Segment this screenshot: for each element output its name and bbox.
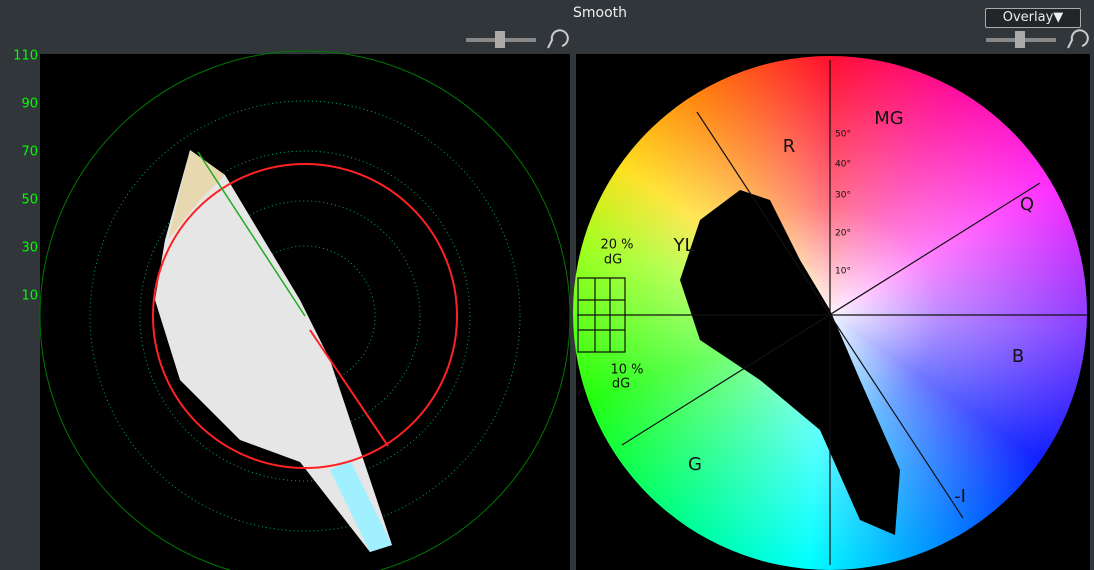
scope-blob xyxy=(155,150,392,552)
target-label: R xyxy=(783,136,796,157)
scale-label: 110 xyxy=(13,49,38,64)
slider-handle[interactable] xyxy=(495,31,505,48)
skin-label: 20 % xyxy=(600,238,633,253)
skin-line xyxy=(197,151,306,317)
degree-label: 20° xyxy=(835,229,851,239)
scale-label: 50 xyxy=(21,193,38,208)
reset-button[interactable] xyxy=(1067,29,1089,49)
scale-label: 30 xyxy=(21,241,38,256)
target-label: YL xyxy=(672,235,694,256)
degree-label: 40° xyxy=(835,160,851,170)
scale-label: 90 xyxy=(21,97,38,112)
q-axis xyxy=(621,182,1041,446)
ring xyxy=(234,245,376,387)
scope-blob-right xyxy=(680,190,900,535)
right-graticule xyxy=(577,60,1088,565)
scale-label: 10 xyxy=(21,289,38,304)
degree-label: 50° xyxy=(835,130,851,140)
reset-button[interactable] xyxy=(547,29,569,49)
degree-label: 30° xyxy=(835,191,851,201)
controls xyxy=(466,29,1089,49)
skin-label: dG xyxy=(604,253,622,268)
outer-circle xyxy=(39,50,571,570)
skin-box xyxy=(577,277,626,353)
target-label: B xyxy=(1012,346,1024,367)
scope-blob-cool xyxy=(330,460,392,552)
red-circle xyxy=(152,163,458,469)
ring xyxy=(139,150,471,482)
target-label: MG xyxy=(874,108,903,129)
target-label: G xyxy=(688,454,702,475)
target-label: Q xyxy=(1020,194,1034,215)
red-line xyxy=(309,329,389,447)
overlay-menu[interactable]: Overlay▼ xyxy=(985,8,1081,28)
skin-label: 10 % xyxy=(610,363,643,378)
title: Smooth xyxy=(573,5,627,21)
degree-label: 10° xyxy=(835,267,851,277)
ring xyxy=(89,100,521,532)
scale-label: 70 xyxy=(21,145,38,160)
skin-label: dG xyxy=(612,377,630,392)
slider-handle[interactable] xyxy=(1015,31,1025,48)
target-label: -I xyxy=(954,486,966,507)
